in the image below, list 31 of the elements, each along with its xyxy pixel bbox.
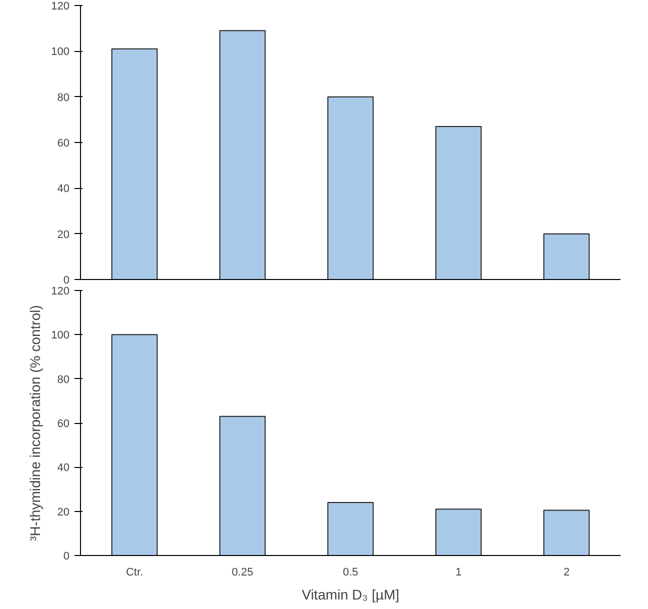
y-tick-label: 80 (57, 92, 70, 104)
x-tick-label: 2 (563, 566, 570, 578)
y-tick-label: 80 (57, 374, 70, 386)
y-tick-label: 20 (57, 506, 70, 518)
y-tick-label: 40 (57, 462, 70, 474)
bar (111, 334, 158, 556)
bar (219, 416, 266, 556)
y-tick-label: 0 (63, 274, 70, 286)
y-tick-label: 40 (57, 183, 70, 196)
y-axis-title: ³H-thymidine incorporation (% control) (27, 305, 44, 541)
y-tick-label: 60 (57, 418, 70, 430)
bar (327, 502, 374, 556)
x-tick-label: 0.5 (342, 566, 358, 578)
bar (435, 126, 482, 280)
x-tick-label: 1 (455, 566, 462, 578)
bar (435, 508, 482, 556)
y-tick-label: 120 (51, 0, 70, 12)
y-tick-label: 0 (63, 550, 70, 562)
bar (543, 510, 590, 556)
x-tick-label: 0.25 (232, 566, 254, 578)
y-tick-label: 100 (51, 46, 70, 58)
y-tick-label: 60 (57, 138, 70, 150)
x-axis-title: Vitamin D₃ [µM] (302, 586, 400, 602)
y-tick-label: 100 (51, 330, 70, 342)
y-tick-label: 120 (51, 286, 70, 298)
bar (219, 30, 266, 280)
y-tick-label: 20 (57, 228, 70, 241)
bar (543, 233, 590, 280)
bar (111, 48, 158, 280)
bar (327, 96, 374, 280)
x-tick-label: Ctr. (126, 566, 144, 578)
